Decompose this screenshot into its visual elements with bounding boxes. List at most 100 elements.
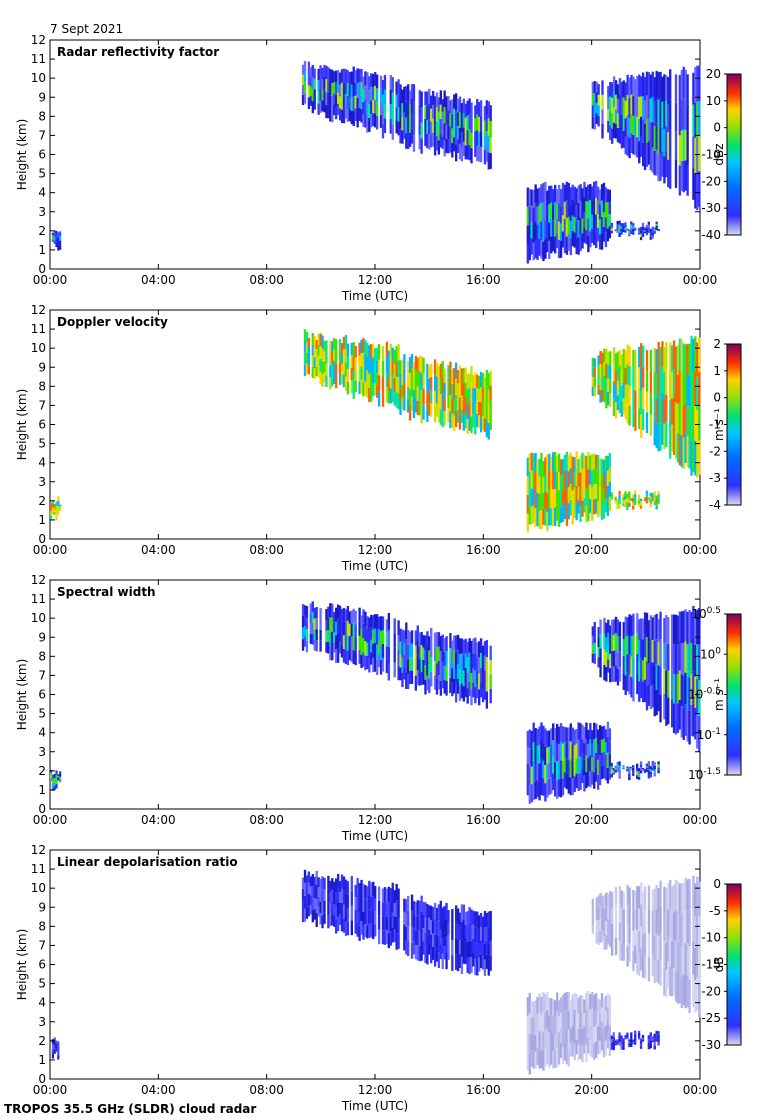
panel-title: Radar reflectivity factor [57, 45, 219, 59]
x-tick-label: 20:00 [574, 1083, 609, 1097]
echo-late-cirrus [591, 335, 701, 478]
y-tick-label: 2 [38, 764, 46, 778]
x-tick-label: 16:00 [466, 813, 501, 827]
heatmap-echoes [50, 601, 701, 804]
x-tick-label: 00:00 [33, 813, 68, 827]
y-axis-label: Height (km) [15, 659, 29, 730]
echo-mid-cloud [399, 353, 492, 440]
colorbar-tick-label: 0 [713, 391, 721, 405]
y-tick-label: 1 [38, 513, 46, 527]
y-tick-label: 0 [38, 262, 46, 276]
y-tick-label: 0 [38, 802, 46, 816]
y-tick-label: 10 [31, 611, 46, 625]
colorbar-tick-label: -1 [709, 418, 721, 432]
x-tick-label: 20:00 [574, 813, 609, 827]
colorbar: 2 1 0 -1 -2 -3 -4 m s⁻¹ [709, 337, 742, 512]
colorbar-scale [726, 883, 742, 1046]
colorbar-label: m s⁻¹ [712, 678, 726, 711]
x-tick-label: 12:00 [358, 813, 393, 827]
y-tick-label: 5 [38, 977, 46, 991]
y-tick-label: 2 [38, 224, 46, 238]
chart-panel-1: Radar reflectivity factor012345678910111… [15, 33, 742, 303]
x-tick-label: 00:00 [33, 1083, 68, 1097]
x-tick-label: 04:00 [141, 813, 176, 827]
colorbar-tick-label: 100.5 [691, 606, 721, 621]
y-tick-label: 9 [38, 90, 46, 104]
y-tick-label: 11 [31, 322, 46, 336]
y-tick-label: 11 [31, 592, 46, 606]
y-tick-label: 12 [31, 303, 46, 317]
colorbar-tick-label: 20 [706, 67, 721, 81]
y-tick-label: 12 [31, 843, 46, 857]
footer-label: TROPOS 35.5 GHz (SLDR) cloud radar [4, 1102, 256, 1116]
x-axis-label: Time (UTC) [341, 559, 408, 573]
echo-mid-cloud [399, 84, 492, 170]
echo-convective-cell [526, 990, 612, 1075]
echo-surface-echo [51, 1037, 60, 1060]
heatmap-echoes [51, 869, 701, 1075]
x-tick-label: 00:00 [33, 543, 68, 557]
heatmap-echoes [50, 329, 701, 533]
echo-upper-cloud [301, 60, 400, 140]
panel-title: Linear depolarisation ratio [57, 855, 238, 869]
x-axis-label: Time (UTC) [341, 829, 408, 843]
x-tick-label: 00:00 [683, 1083, 718, 1097]
colorbar-tick-label: 10 [706, 94, 721, 108]
echo-surface-echo [50, 496, 62, 521]
y-tick-label: 5 [38, 167, 46, 181]
x-tick-label: 04:00 [141, 273, 176, 287]
x-tick-label: 00:00 [683, 543, 718, 557]
x-tick-label: 20:00 [574, 273, 609, 287]
x-tick-label: 04:00 [141, 543, 176, 557]
echo-late-cirrus [591, 605, 701, 753]
y-tick-label: 0 [38, 532, 46, 546]
y-tick-label: 8 [38, 109, 46, 123]
y-tick-label: 7 [38, 938, 46, 952]
y-tick-label: 7 [38, 668, 46, 682]
x-tick-label: 08:00 [249, 273, 284, 287]
colorbar-tick-label: -15 [701, 958, 721, 972]
echo-mid-cloud [403, 894, 492, 976]
colorbar-tick-label: -25 [701, 1011, 721, 1025]
colorbar-scale [726, 613, 742, 776]
heatmap-echoes [51, 60, 701, 264]
colorbar-tick-label: 1 [713, 364, 721, 378]
colorbar-tick-label: -2 [709, 444, 721, 458]
y-tick-label: 1 [38, 243, 46, 257]
y-tick-label: 3 [38, 475, 46, 489]
colorbar-tick-label: 2 [713, 337, 721, 351]
x-tick-label: 20:00 [574, 543, 609, 557]
y-tick-label: 11 [31, 52, 46, 66]
y-tick-label: 1 [38, 1053, 46, 1067]
colorbar-tick-label: -10 [701, 148, 721, 162]
colorbar-tick-label: -10 [701, 931, 721, 945]
y-tick-label: 4 [38, 186, 46, 200]
colorbar-scale [726, 343, 742, 506]
colorbar-tick-label: -20 [701, 984, 721, 998]
y-tick-label: 4 [38, 996, 46, 1010]
x-tick-label: 08:00 [249, 543, 284, 557]
x-tick-label: 00:00 [33, 273, 68, 287]
echo-late-cirrus [591, 65, 701, 211]
echo-upper-cloud [303, 329, 400, 410]
colorbar-scale [726, 73, 742, 236]
colorbar: 0 -5 -10 -15 -20 -25 -30 dB [701, 877, 742, 1052]
colorbar: 20 10 0 -10 -20 -30 -40 dBz [701, 67, 742, 242]
y-tick-label: 4 [38, 726, 46, 740]
x-tick-label: 16:00 [466, 543, 501, 557]
y-tick-label: 8 [38, 379, 46, 393]
chart-panel-4: Linear depolarisation ratio0123456789101… [15, 843, 742, 1113]
x-tick-label: 12:00 [358, 273, 393, 287]
y-tick-label: 7 [38, 398, 46, 412]
colorbar-tick-label: -3 [709, 471, 721, 485]
colorbar-tick-label: -30 [701, 201, 721, 215]
colorbar-tick-label: 10-1 [697, 727, 721, 742]
y-axis-label: Height (km) [15, 119, 29, 190]
x-tick-label: 00:00 [683, 273, 718, 287]
x-tick-label: 08:00 [249, 813, 284, 827]
panels: Radar reflectivity factor012345678910111… [15, 33, 742, 1113]
colorbar-tick-label: -20 [701, 174, 721, 188]
